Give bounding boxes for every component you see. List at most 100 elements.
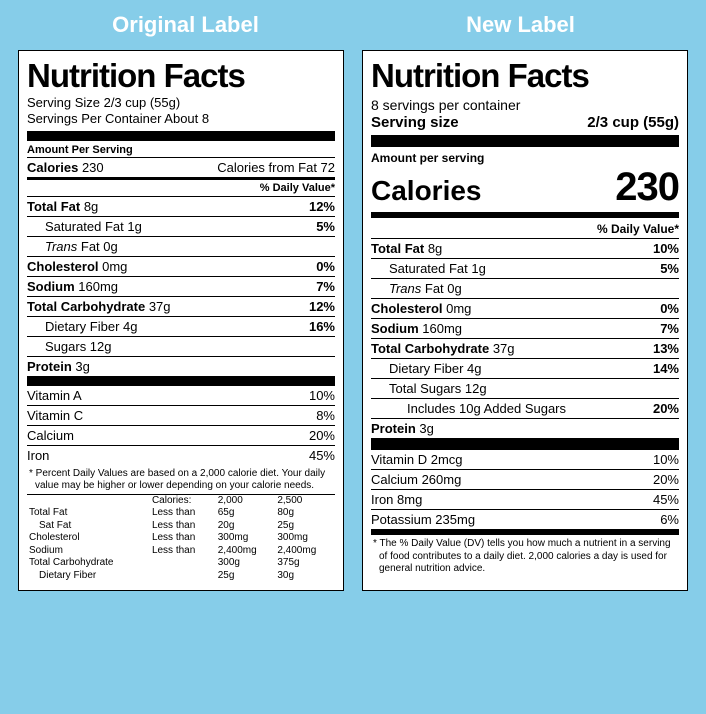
foot-cell: Less than [150, 507, 216, 520]
nutrient-row: Sodium 160mg7% [371, 319, 679, 339]
nutrient-row: Dietary Fiber 4g14% [371, 359, 679, 379]
nutrient-name: Total Sugars 12g [371, 381, 487, 396]
foot-cell: 20g [216, 520, 276, 533]
new-serving-size-row: Serving size 2/3 cup (55g) [371, 113, 679, 133]
foot-cell: 25g [275, 520, 335, 533]
vitamin-dv: 45% [653, 492, 679, 507]
nutrient-name: Protein 3g [27, 359, 90, 374]
orig-servings-per: Servings Per Container About 8 [27, 111, 335, 127]
nutrient-name: Total Carbohydrate 37g [27, 299, 171, 314]
orig-serving-size: Serving Size 2/3 cup (55g) [27, 95, 335, 111]
nutrient-name: Saturated Fat 1g [27, 219, 142, 234]
orig-footnote1: * Percent Daily Values are based on a 2,… [27, 465, 335, 495]
vitamin-row: Calcium 260mg 20% [371, 470, 679, 490]
foot-cell: Sat Fat [27, 520, 150, 533]
nutrient-name: Total Fat 8g [371, 241, 442, 256]
vitamin-row: Potassium 235mg6% [371, 510, 679, 529]
foot-cell: Less than [150, 532, 216, 545]
new-vitamins: Vitamin D 2mcg 10% Calcium 260mg 20% Iron 8m… [371, 450, 679, 529]
vitamin-name: Calcium 260mg [371, 472, 461, 487]
new-thickbar-1 [371, 135, 679, 147]
new-amount-per-serving: Amount per serving [371, 149, 679, 165]
new-label: Nutrition Facts 8 servings per container… [362, 50, 688, 591]
foot-cell [150, 557, 216, 570]
nutrient-dv: 12% [309, 299, 335, 314]
vitamin-name: Calcium [27, 428, 74, 443]
nutrient-name: Protein 3g [371, 421, 434, 436]
new-calories-label: Calories [371, 175, 482, 207]
nutrient-name: Total Carbohydrate 37g [371, 341, 515, 356]
vitamin-dv: 20% [653, 472, 679, 487]
nutrient-row: Saturated Fat 1g 5% [371, 259, 679, 279]
vitamin-name: Vitamin D 2mcg [371, 452, 463, 467]
orig-amount-per-serving: Amount Per Serving [27, 143, 335, 158]
orig-footnote-table: Calories:2,0002,500Total FatLess than65g… [27, 495, 335, 583]
foot-cell: Less than [150, 545, 216, 558]
foot-header-cell: 2,500 [275, 495, 335, 508]
nutrient-dv: 5% [316, 219, 335, 234]
nutrient-dv: 5% [660, 261, 679, 276]
nutrient-name: Sugars 12g [27, 339, 112, 354]
new-medbar [371, 438, 679, 450]
original-label: Nutrition Facts Serving Size 2/3 cup (55… [18, 50, 344, 591]
nutrient-row: Total Carbohydrate 37g 12% [27, 297, 335, 317]
new-footnote: * The % Daily Value (DV) tells you how m… [371, 535, 679, 576]
vitamin-dv: 10% [653, 452, 679, 467]
vitamin-row: Calcium 20% [27, 426, 335, 446]
foot-cell: Sodium [27, 545, 150, 558]
vitamin-dv: 45% [309, 448, 335, 463]
nutrient-dv: 10% [653, 241, 679, 256]
nutrient-row: Sugars 12g [27, 337, 335, 357]
nutrient-row: Total Carbohydrate 37g13% [371, 339, 679, 359]
nutrient-name: Saturated Fat 1g [371, 261, 486, 276]
labels-container: Nutrition Facts Serving Size 2/3 cup (55… [18, 50, 688, 591]
foot-cell: 300mg [216, 532, 276, 545]
header-row: Original Label New Label [18, 12, 688, 38]
new-title: Nutrition Facts [371, 57, 679, 95]
nutrient-name: Dietary Fiber 4g [27, 319, 137, 334]
foot-cell: 2,400mg [216, 545, 276, 558]
nutrient-name: Trans Fat 0g [371, 281, 462, 296]
orig-medbar [27, 376, 335, 386]
foot-cell: 25g [216, 570, 276, 583]
nutrient-dv: 12% [309, 199, 335, 214]
nutrient-name: Cholesterol 0mg [27, 259, 127, 274]
foot-cell: Cholesterol [27, 532, 150, 545]
nutrient-name: Cholesterol 0mg [371, 301, 471, 316]
new-nutrients: Total Fat 8g 10% Saturated Fat 1g 5% Trans F… [371, 239, 679, 438]
foot-cell: 375g [275, 557, 335, 570]
orig-cal-from-fat: Calories from Fat 72 [217, 160, 335, 175]
nutrient-name: Sodium 160mg [371, 321, 462, 336]
nutrient-name: Total Fat 8g [27, 199, 98, 214]
nutrient-row: Protein 3g [27, 357, 335, 376]
vitamin-name: Vitamin C [27, 408, 83, 423]
nutrient-row: Cholesterol 0mg 0% [371, 299, 679, 319]
orig-calories-row: Calories 230 Calories from Fat 72 [27, 158, 335, 180]
nutrient-name: Sodium 160mg [27, 279, 118, 294]
nutrient-name: Includes 10g Added Sugars [371, 401, 566, 416]
vitamin-dv: 6% [660, 512, 679, 527]
nutrient-row: Trans Fat 0g [371, 279, 679, 299]
foot-cell: Total Fat [27, 507, 150, 520]
orig-dv-header: % Daily Value* [27, 180, 335, 197]
new-dv-header: % Daily Value* [371, 218, 679, 239]
nutrient-dv: 0% [660, 301, 679, 316]
vitamin-row: Vitamin C8% [27, 406, 335, 426]
nutrient-dv: 16% [309, 319, 335, 334]
nutrient-dv: 20% [653, 401, 679, 416]
nutrient-row: Includes 10g Added Sugars 20% [371, 399, 679, 419]
orig-thickbar-1 [27, 131, 335, 141]
orig-nutrients: Total Fat 8g 12% Saturated Fat 1g 5% Trans F… [27, 197, 335, 376]
vitamin-dv: 20% [309, 428, 335, 443]
foot-cell: 30g [275, 570, 335, 583]
vitamin-row: Iron 8mg 45% [371, 490, 679, 510]
vitamin-name: Iron [27, 448, 49, 463]
orig-vitamins: Vitamin A10%Vitamin C8%Calcium20%Iron45% [27, 386, 335, 465]
foot-cell: Less than [150, 520, 216, 533]
new-calories-row: Calories 230 [371, 165, 679, 218]
vitamin-name: Iron 8mg [371, 492, 422, 507]
foot-header-cell: Calories: [150, 495, 216, 508]
new-serving-size-label: Serving size [371, 114, 459, 131]
vitamin-row: Iron 45% [27, 446, 335, 465]
nutrient-row: Trans Fat 0g [27, 237, 335, 257]
